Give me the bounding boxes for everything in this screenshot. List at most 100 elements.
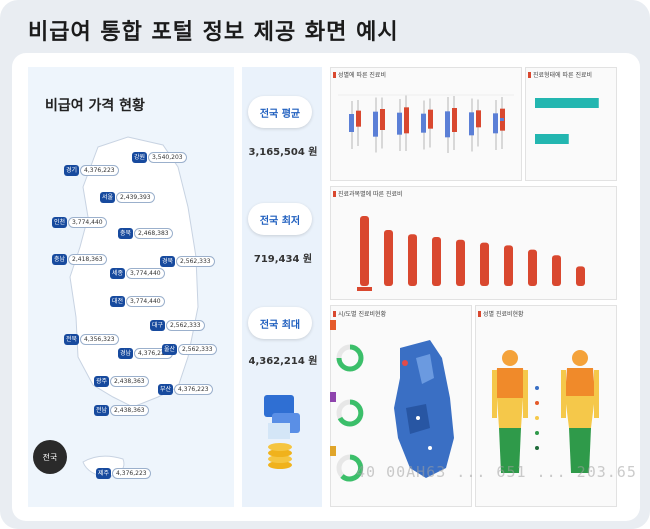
region-value: 2,439,393: [116, 192, 155, 203]
regional-title: 시/도별 진료비현황: [333, 309, 386, 318]
region-name: 제주: [96, 468, 112, 479]
map-region-badge[interactable]: 인천 3,774,440: [52, 217, 107, 228]
region-name: 경기: [64, 165, 80, 176]
watermark-text: 40 00AH63 ... 651 ... 203.65: [356, 463, 637, 481]
map-region-badge[interactable]: 세종 3,774,440: [110, 268, 165, 279]
region-name: 인천: [52, 217, 68, 228]
legend-blue: [500, 118, 504, 121]
region-name: 전북: [64, 334, 80, 345]
region-name: 강원: [132, 152, 148, 163]
map-region-badge[interactable]: 부산 4,376,223: [158, 384, 213, 395]
box-blue: [349, 114, 354, 132]
region-name: 광주: [94, 376, 110, 387]
region-value: 2,438,363: [110, 405, 149, 416]
region-value: 4,356,323: [80, 334, 119, 345]
map-region-badge[interactable]: 전북 4,356,323: [64, 334, 119, 345]
region-name: 대전: [110, 296, 126, 307]
max-value: 4,362,214 원: [248, 356, 318, 367]
map-region-badge[interactable]: 대전 3,774,440: [110, 296, 165, 307]
box-red: [476, 110, 481, 128]
region-name: 충남: [52, 254, 68, 265]
region-name: 경남: [118, 348, 134, 359]
money-icon: [264, 395, 300, 469]
map-region-badge[interactable]: 경북 2,562,333: [160, 256, 215, 267]
min-label: 전국 최저: [248, 203, 312, 235]
ranked-bar: [552, 255, 561, 286]
ranked-bar: [576, 266, 585, 286]
map-region-badge[interactable]: 충남 2,418,363: [52, 254, 107, 265]
map-region-badge[interactable]: 전남 2,438,363: [94, 405, 149, 416]
body-chart: [492, 350, 599, 473]
region-value: 2,418,363: [68, 254, 107, 265]
hbar-chart: [535, 98, 599, 144]
page-title: 비급여 통합 포털 정보 제공 화면 예시: [28, 20, 399, 45]
hbar-bar: [535, 134, 569, 144]
hbar-bar: [535, 98, 599, 108]
ranked-bar: [432, 237, 441, 286]
ranked-bar: [408, 234, 417, 286]
region-name: 충북: [118, 228, 134, 239]
map-region-badge[interactable]: 광주 2,438,363: [94, 376, 149, 387]
national-button[interactable]: 전국: [33, 440, 67, 474]
ranked-bar-title: 진료과목별에 따른 진료비: [333, 189, 403, 198]
box-blue: [421, 113, 426, 133]
region-value: 4,376,223: [174, 384, 213, 395]
region-name: 부산: [158, 384, 174, 395]
selected-category-marker: [357, 287, 372, 291]
region-name: 서울: [100, 192, 116, 203]
body-title: 성별 진료비현황: [478, 309, 524, 318]
region-value: 3,774,440: [68, 217, 107, 228]
map-region-badge[interactable]: 대구 2,562,333: [150, 320, 205, 331]
box-red: [404, 107, 409, 134]
region-name: 전남: [94, 405, 110, 416]
box-red: [356, 110, 361, 127]
region-value: 3,774,440: [126, 268, 165, 279]
boxplot-title: 성별에 따른 진료비: [333, 70, 386, 79]
map-region-badge[interactable]: 제주 4,376,223: [96, 468, 151, 479]
region-value: 2,562,333: [176, 256, 215, 267]
region-value: 2,562,333: [166, 320, 205, 331]
region-value: 3,774,440: [126, 296, 165, 307]
hbar-title: 진료형태에 따른 진료비: [528, 70, 592, 79]
ranked-bar: [384, 230, 393, 286]
region-name: 경북: [160, 256, 176, 267]
region-value: 4,376,223: [112, 468, 151, 479]
ranked-bar: [480, 242, 489, 286]
box-blue: [445, 111, 450, 138]
region-value: 2,438,363: [110, 376, 149, 387]
max-label: 전국 최대: [248, 307, 312, 339]
region-value: 2,468,383: [134, 228, 173, 239]
region-value: 3,540,203: [148, 152, 187, 163]
ranked-bar: [456, 239, 465, 286]
region-name: 울산: [162, 344, 178, 355]
hbar-panel: [525, 67, 617, 181]
region-name: 세종: [110, 268, 126, 279]
ranked-bar-chart: [357, 216, 585, 291]
ranked-bar: [360, 216, 369, 286]
map-region-badge[interactable]: 울산 2,562,333: [162, 344, 217, 355]
ranked-bar: [528, 249, 537, 286]
box-red: [380, 109, 385, 130]
box-red: [452, 108, 457, 132]
ranked-bar-panel: [330, 186, 617, 300]
region-value: 4,376,223: [80, 165, 119, 176]
boxplot-chart: [338, 94, 514, 153]
box-blue: [493, 113, 498, 134]
map-region-badge[interactable]: 서울 2,439,393: [100, 192, 155, 203]
box-blue: [397, 112, 402, 135]
region-name: 대구: [150, 320, 166, 331]
map-region-badge[interactable]: 경기 4,376,223: [64, 165, 119, 176]
min-value: 719,434 원: [253, 254, 313, 265]
map-region-badge[interactable]: 강원 3,540,203: [132, 152, 187, 163]
korea-map: [69, 136, 199, 478]
legend-red: [500, 126, 504, 129]
box-red: [428, 109, 433, 129]
region-value: 2,562,333: [178, 344, 217, 355]
ranked-bar: [504, 245, 513, 286]
map-region-badge[interactable]: 충북 2,468,383: [118, 228, 173, 239]
regional-chart: [330, 320, 454, 482]
map-title: 비급여 가격 현황: [45, 98, 145, 114]
box-blue: [469, 112, 474, 136]
box-blue: [373, 111, 378, 137]
avg-value: 3,165,504 원: [248, 147, 318, 158]
